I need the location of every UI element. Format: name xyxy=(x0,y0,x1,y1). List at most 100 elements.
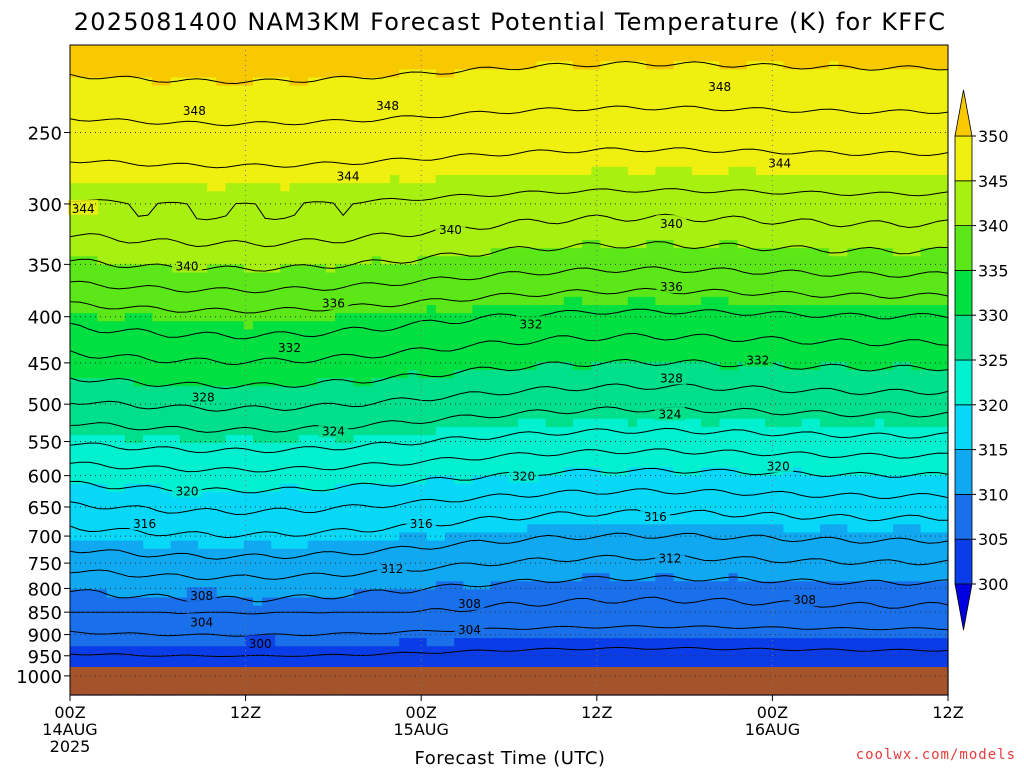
heatmap-cell xyxy=(591,630,602,639)
heatmap-cell xyxy=(124,93,135,103)
heatmap-cell xyxy=(188,605,199,615)
heatmap-cell xyxy=(344,548,355,558)
heatmap-cell xyxy=(536,443,547,452)
heatmap-cell xyxy=(435,175,446,184)
heatmap-cell xyxy=(289,175,300,184)
heatmap-cell xyxy=(353,231,364,241)
heatmap-cell xyxy=(545,183,556,192)
heatmap-cell xyxy=(591,77,602,87)
heatmap-cell xyxy=(499,150,510,160)
heatmap-cell xyxy=(627,321,638,330)
heatmap-cell xyxy=(627,556,638,566)
heatmap-cell xyxy=(316,361,327,371)
heatmap-cell xyxy=(79,248,89,257)
heatmap-cell xyxy=(472,483,483,493)
heatmap-cell xyxy=(97,386,108,395)
heatmap-cell xyxy=(472,345,483,355)
heatmap-cell xyxy=(79,597,89,607)
heatmap-cell xyxy=(499,483,510,493)
heatmap-cell xyxy=(637,313,647,322)
heatmap-cell xyxy=(353,589,364,599)
heatmap-cell xyxy=(509,142,519,152)
heatmap-cell xyxy=(609,53,620,62)
heatmap-cell xyxy=(627,101,638,111)
heatmap-cell xyxy=(344,532,355,542)
heatmap-cell xyxy=(179,638,190,647)
heatmap-cell xyxy=(435,207,446,217)
heatmap-cell xyxy=(582,426,592,436)
heatmap-cell xyxy=(472,491,483,501)
heatmap-cell xyxy=(618,565,629,574)
heatmap-cell xyxy=(188,175,199,184)
heatmap-cell xyxy=(499,621,510,631)
heatmap-cell xyxy=(353,524,364,534)
heatmap-cell xyxy=(637,329,647,339)
heatmap-cell xyxy=(298,386,309,395)
heatmap-cell xyxy=(582,500,592,509)
heatmap-cell xyxy=(316,605,327,615)
heatmap-cell xyxy=(335,475,345,485)
heatmap-cell xyxy=(408,508,419,517)
heatmap-cell xyxy=(371,613,382,623)
heatmap-cell xyxy=(88,191,99,200)
heatmap-cell xyxy=(152,394,163,404)
heatmap-cell xyxy=(115,337,126,347)
heatmap-cell xyxy=(252,93,263,103)
heatmap-cell xyxy=(600,223,611,233)
heatmap-cell xyxy=(106,565,117,574)
heatmap-cell xyxy=(216,646,227,655)
heatmap-cell xyxy=(527,231,538,241)
heatmap-cell xyxy=(444,410,455,420)
heatmap-cell xyxy=(307,126,318,135)
heatmap-cell xyxy=(198,223,208,233)
heatmap-cell xyxy=(216,240,227,249)
heatmap-cell xyxy=(179,77,190,87)
heatmap-cell xyxy=(637,288,647,298)
heatmap-cell xyxy=(582,329,592,339)
heatmap-cell xyxy=(527,45,538,54)
heatmap-cell xyxy=(536,207,547,217)
heatmap-cell xyxy=(444,288,455,298)
heatmap-cell xyxy=(426,556,437,566)
heatmap-cell xyxy=(234,93,245,103)
heatmap-cell xyxy=(527,199,538,209)
heatmap-cell xyxy=(481,443,492,452)
heatmap-cell xyxy=(573,370,583,379)
heatmap-cell xyxy=(353,508,364,517)
heatmap-cell xyxy=(170,654,181,664)
heatmap-cell xyxy=(609,443,620,452)
heatmap-cell xyxy=(545,597,556,607)
heatmap-cell xyxy=(179,532,190,542)
heatmap-cell xyxy=(243,565,254,574)
heatmap-cell xyxy=(481,69,492,79)
heatmap-cell xyxy=(573,272,583,282)
heatmap-cell xyxy=(408,101,419,111)
heatmap-cell xyxy=(627,166,638,176)
heatmap-cell xyxy=(252,386,263,395)
heatmap-cell xyxy=(444,77,455,87)
heatmap-cell xyxy=(298,548,309,558)
heatmap-cell xyxy=(207,215,217,225)
heatmap-cell xyxy=(344,280,355,290)
heatmap-cell xyxy=(444,337,455,347)
heatmap-cell xyxy=(380,45,391,54)
heatmap-cell xyxy=(509,215,519,225)
heatmap-cell xyxy=(554,110,565,119)
heatmap-cell xyxy=(170,53,181,62)
heatmap-cell xyxy=(225,548,236,558)
heatmap-cell xyxy=(243,305,254,314)
heatmap-cell xyxy=(115,215,126,225)
heatmap-cell xyxy=(70,134,80,144)
heatmap-cell xyxy=(554,240,565,249)
heatmap-cell xyxy=(591,589,602,599)
heatmap-cell xyxy=(371,248,382,257)
heatmap-cell xyxy=(124,231,135,241)
heatmap-cell xyxy=(326,191,336,200)
heatmap-cell xyxy=(545,410,556,420)
heatmap-cell xyxy=(271,524,281,534)
heatmap-cell xyxy=(70,361,80,371)
heatmap-cell xyxy=(344,191,355,200)
heatmap-cell xyxy=(444,638,455,647)
heatmap-cell xyxy=(472,451,483,460)
heatmap-cell xyxy=(225,662,236,672)
